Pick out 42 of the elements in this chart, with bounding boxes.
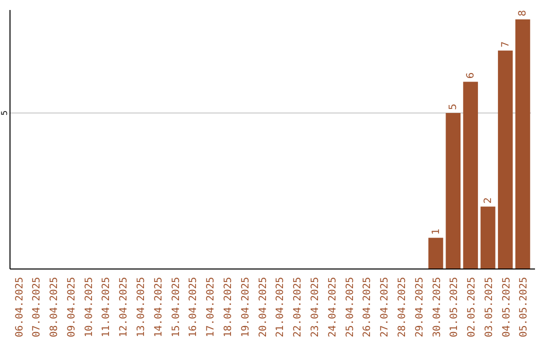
x-tick-label: 12.04.2025: [118, 277, 130, 338]
x-tick-label: 21.04.2025: [275, 277, 286, 338]
bar: [463, 82, 478, 269]
x-tick-label: 02.05.2025: [466, 277, 478, 338]
x-tick-label: 17.04.2025: [206, 277, 217, 338]
data-label: 6: [466, 72, 477, 79]
x-tick-label: 22.04.2025: [292, 277, 304, 338]
x-tick-label: 09.04.2025: [66, 277, 78, 338]
x-tick-label: 24.04.2025: [327, 277, 338, 338]
x-tick-label: 25.04.2025: [344, 277, 356, 338]
bar: [428, 238, 444, 269]
data-label: 8: [518, 10, 529, 16]
x-tick-label: 27.04.2025: [380, 277, 391, 338]
x-tick-label: 08.04.2025: [49, 277, 60, 338]
x-tick-label: 07.04.2025: [32, 277, 43, 338]
x-tick-label: 13.04.2025: [136, 277, 148, 338]
x-tick-label: 04.05.2025: [501, 277, 512, 338]
x-tick-label: 19.04.2025: [240, 277, 252, 338]
x-tick-label: 03.05.2025: [484, 277, 495, 338]
data-label: 5: [448, 104, 460, 110]
bar: [480, 206, 496, 269]
bar: [446, 112, 461, 269]
data-label: 2: [482, 197, 494, 204]
x-tick-label: 01.05.2025: [449, 277, 460, 338]
x-tick-label: 10.04.2025: [84, 277, 95, 338]
data-label: 7: [500, 41, 512, 48]
bar: [498, 50, 513, 269]
x-tick-label: 16.04.2025: [188, 277, 200, 338]
x-tick-label: 30.04.2025: [432, 277, 443, 338]
x-tick-label: 26.04.2025: [362, 277, 374, 338]
x-tick-label: 06.04.2025: [14, 277, 26, 338]
x-tick-label: 15.04.2025: [170, 277, 182, 338]
x-tick-label: 28.04.2025: [396, 277, 408, 338]
x-tick-label: 05.05.2025: [518, 277, 530, 338]
x-tick-label: 20.04.2025: [258, 277, 269, 338]
x-tick-label: 11.04.2025: [101, 277, 112, 338]
x-tick-label: 23.04.2025: [310, 277, 321, 338]
x-tick-label: 29.04.2025: [414, 277, 426, 338]
x-tick-label: 18.04.2025: [223, 277, 234, 338]
bar: [515, 19, 530, 269]
x-tick-label: 14.04.2025: [153, 277, 164, 338]
data-label: 1: [430, 228, 442, 235]
